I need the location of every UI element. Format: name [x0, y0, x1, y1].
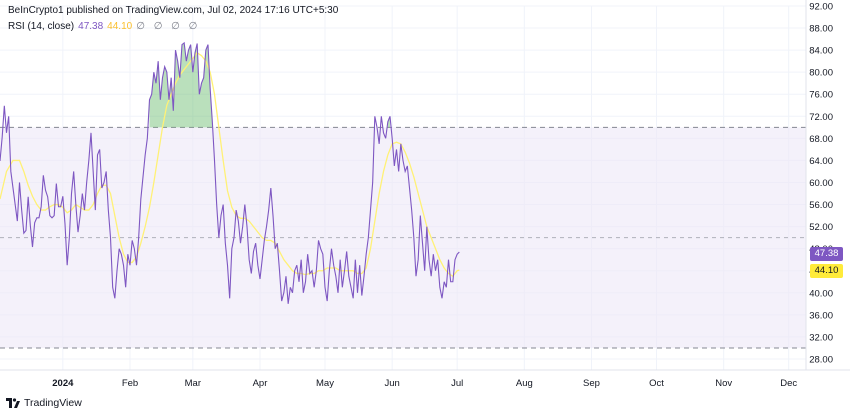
x-tick-label: Nov: [715, 378, 732, 389]
y-tick-label: 36.00: [809, 310, 833, 321]
indicator-name[interactable]: RSI (14, close): [8, 21, 75, 32]
y-tick-label: 52.00: [809, 222, 833, 233]
indicator-settings-icons[interactable]: ∅ ∅ ∅ ∅: [136, 21, 201, 32]
y-tick-label: 88.00: [809, 24, 833, 35]
x-tick-label: Feb: [122, 378, 138, 389]
y-tick-label: 56.00: [809, 200, 833, 211]
tradingview-logo-icon: [6, 398, 20, 408]
rsi-ma-series-line: [0, 52, 460, 278]
rsi-price-badge: 47.38: [810, 247, 843, 261]
y-tick-label: 72.00: [809, 112, 833, 123]
tradingview-brand-text: TradingView: [24, 397, 82, 409]
y-tick-label: 76.00: [809, 90, 833, 101]
x-tick-label: Oct: [649, 378, 664, 389]
time-scale[interactable]: 2024 Feb Mar Apr May Jun Jul Aug Sep Oct Nov Dec: [52, 378, 797, 389]
x-tick-label: May: [316, 378, 334, 389]
rsi-series-line: [0, 41, 460, 304]
ma-price-badge: 44.10: [810, 264, 843, 278]
y-tick-label: 32.00: [809, 332, 833, 343]
publisher-caption: BeInCrypto1 published on TradingView.com…: [8, 5, 339, 16]
price-scale[interactable]: 92.00 88.00 84.00 80.00 76.00 72.00 68.00 64.00…: [809, 2, 833, 366]
y-tick-label: 92.00: [809, 2, 833, 13]
x-tick-label: Apr: [253, 378, 268, 389]
rsi-legend-value: 47.38: [78, 21, 104, 32]
indicator-legend[interactable]: RSI (14, close) 47.38 44.10 ∅ ∅ ∅ ∅: [8, 21, 200, 32]
y-tick-label: 80.00: [809, 68, 833, 79]
x-tick-label: Sep: [583, 378, 600, 389]
x-tick-label: Jul: [451, 378, 463, 389]
y-tick-label: 84.00: [809, 46, 833, 57]
y-tick-label: 28.00: [809, 354, 833, 365]
y-tick-label: 64.00: [809, 156, 833, 167]
y-tick-label: 68.00: [809, 134, 833, 145]
x-tick-label: Jun: [385, 378, 400, 389]
overbought-fill: [149, 42, 390, 128]
x-tick-label: Mar: [185, 378, 201, 389]
y-tick-label: 60.00: [809, 178, 833, 189]
x-tick-label: Dec: [780, 378, 797, 389]
y-tick-label: 40.00: [809, 288, 833, 299]
tradingview-footer[interactable]: TradingView: [6, 397, 82, 409]
ma-legend-value: 44.10: [107, 21, 133, 32]
x-tick-label: 2024: [52, 378, 74, 389]
x-tick-label: Aug: [516, 378, 533, 389]
